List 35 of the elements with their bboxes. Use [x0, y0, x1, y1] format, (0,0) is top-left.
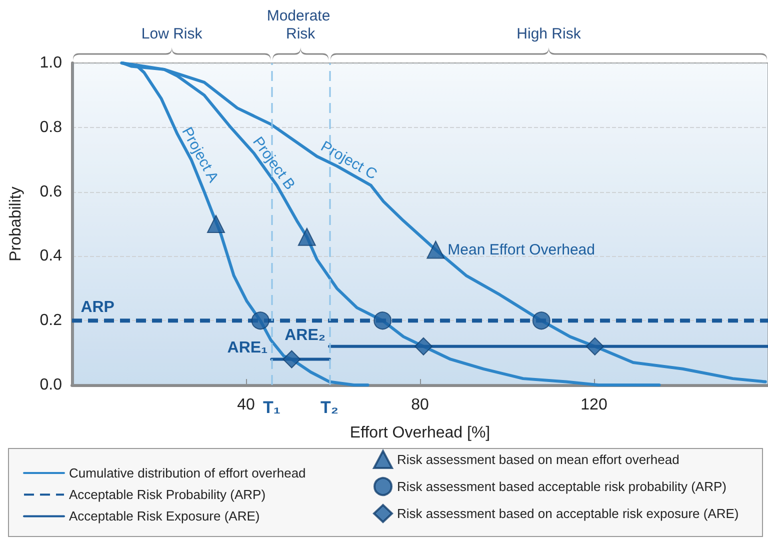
band-label: High Risk: [516, 26, 582, 42]
point: [586, 337, 604, 356]
point: [374, 312, 392, 330]
y-tick-label: 0.8: [40, 118, 62, 136]
y-tick-label: 0.0: [40, 376, 62, 394]
legend-label: Acceptable Risk Exposure (ARE): [69, 508, 260, 524]
annotation: Mean Effort Overhead: [448, 241, 595, 258]
point: [426, 240, 445, 259]
point: [532, 312, 550, 330]
ref-line-label: T₂: [320, 398, 338, 417]
point: [251, 312, 270, 330]
legend-label: Risk assessment based on mean effort overhead: [397, 452, 680, 467]
y-tick-label: 0.2: [40, 312, 62, 330]
y-axis-title: Probability: [8, 186, 24, 262]
x-tick-label: 80: [411, 396, 429, 414]
annotation: ARE₁: [227, 340, 268, 357]
x-tick-label: 120: [580, 396, 608, 414]
x-axis-title: Effort Overhead [%]: [350, 424, 490, 442]
point: [206, 215, 225, 233]
annotation: ARE₂: [284, 326, 326, 344]
band-label: Moderate Risk: [266, 8, 334, 42]
y-tick-label: 0.4: [40, 248, 62, 265]
point: [282, 350, 301, 368]
point: [298, 228, 316, 246]
y-tick-label: 0.6: [40, 183, 62, 200]
legend-label: Risk assessment based acceptable risk probability (ARP): [397, 479, 726, 494]
ref-line-label: T₁: [262, 398, 280, 417]
point: [414, 337, 432, 356]
annotation: ARP: [80, 299, 115, 316]
legend-label: Acceptable Risk Probability (ARP): [69, 487, 266, 502]
legend-label: Cumulative distribution of effort overhead: [69, 466, 306, 480]
band-label: Low Risk: [141, 26, 203, 42]
x-tick-label: 40: [237, 396, 255, 414]
legend-label: Risk assessment based on acceptable risk exposure (ARE): [397, 506, 739, 521]
y-tick-label: 1.0: [40, 54, 62, 72]
